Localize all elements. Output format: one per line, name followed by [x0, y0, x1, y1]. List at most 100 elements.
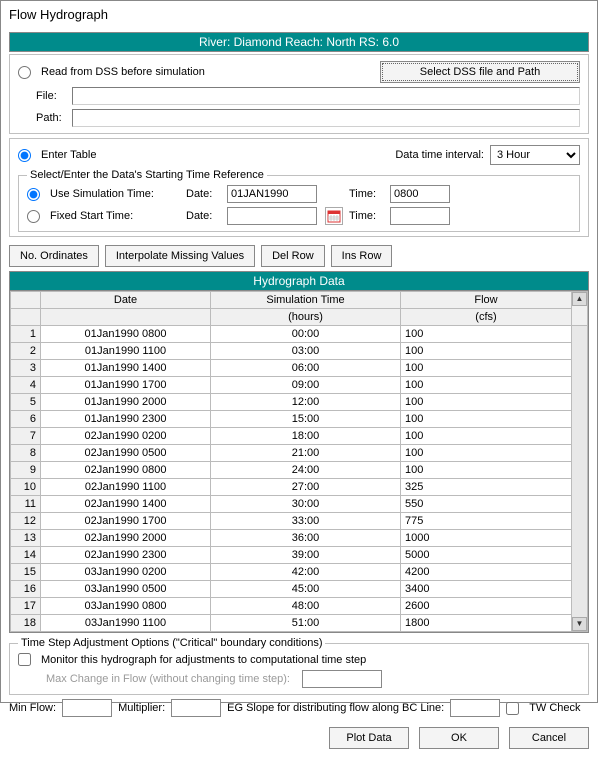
table-row[interactable]: 301Jan1990 140006:00100 [11, 360, 588, 377]
cell-date[interactable]: 02Jan1990 0800 [41, 462, 211, 479]
cell-flow[interactable]: 100 [401, 326, 572, 343]
table-row[interactable]: 1402Jan1990 230039:005000 [11, 547, 588, 564]
cell-flow[interactable]: 1800 [401, 615, 572, 632]
ins-row-button[interactable]: Ins Row [331, 245, 393, 267]
scroll-down-icon[interactable]: ▼ [572, 617, 587, 631]
cell-simtime[interactable]: 12:00 [211, 394, 401, 411]
cell-flow[interactable]: 3400 [401, 581, 572, 598]
table-row[interactable]: 601Jan1990 230015:00100 [11, 411, 588, 428]
cell-flow[interactable]: 325 [401, 479, 572, 496]
fixed-time-input[interactable] [390, 207, 450, 225]
cell-simtime[interactable]: 24:00 [211, 462, 401, 479]
cell-simtime[interactable]: 00:00 [211, 326, 401, 343]
cell-flow[interactable]: 100 [401, 445, 572, 462]
fixed-date-input[interactable] [227, 207, 317, 225]
cell-flow[interactable]: 775 [401, 513, 572, 530]
table-row[interactable]: 1603Jan1990 050045:003400 [11, 581, 588, 598]
cell-simtime[interactable]: 39:00 [211, 547, 401, 564]
cell-simtime[interactable]: 03:00 [211, 343, 401, 360]
cell-date[interactable]: 02Jan1990 1700 [41, 513, 211, 530]
read-dss-radio[interactable] [18, 66, 31, 79]
cell-date[interactable]: 02Jan1990 0500 [41, 445, 211, 462]
select-dss-button[interactable]: Select DSS file and Path [380, 61, 580, 83]
cell-simtime[interactable]: 33:00 [211, 513, 401, 530]
table-row[interactable]: 1202Jan1990 170033:00775 [11, 513, 588, 530]
file-input[interactable] [72, 87, 580, 105]
cell-flow[interactable]: 100 [401, 394, 572, 411]
table-row[interactable]: 1503Jan1990 020042:004200 [11, 564, 588, 581]
tw-check-checkbox[interactable] [506, 702, 519, 715]
cell-date[interactable]: 01Jan1990 1400 [41, 360, 211, 377]
cell-flow[interactable]: 100 [401, 377, 572, 394]
ok-button[interactable]: OK [419, 727, 499, 749]
cell-simtime[interactable]: 06:00 [211, 360, 401, 377]
cell-simtime[interactable]: 30:00 [211, 496, 401, 513]
table-row[interactable]: 1102Jan1990 140030:00550 [11, 496, 588, 513]
cell-flow[interactable]: 4200 [401, 564, 572, 581]
plot-data-button[interactable]: Plot Data [329, 727, 409, 749]
cell-date[interactable]: 03Jan1990 0800 [41, 598, 211, 615]
cell-flow[interactable]: 2600 [401, 598, 572, 615]
table-row[interactable]: 501Jan1990 200012:00100 [11, 394, 588, 411]
cell-date[interactable]: 01Jan1990 2000 [41, 394, 211, 411]
scrollbar-track[interactable]: ▼ [572, 326, 588, 632]
cancel-button[interactable]: Cancel [509, 727, 589, 749]
table-row[interactable]: 101Jan1990 080000:00100▼ [11, 326, 588, 343]
cell-date[interactable]: 01Jan1990 1100 [41, 343, 211, 360]
cell-date[interactable]: 01Jan1990 0800 [41, 326, 211, 343]
cell-flow[interactable]: 5000 [401, 547, 572, 564]
interval-select[interactable]: 3 Hour [490, 145, 580, 165]
row-number: 13 [11, 530, 41, 547]
cell-date[interactable]: 01Jan1990 1700 [41, 377, 211, 394]
use-sim-time-radio[interactable] [27, 188, 40, 201]
cell-date[interactable]: 02Jan1990 2300 [41, 547, 211, 564]
table-row[interactable]: 201Jan1990 110003:00100 [11, 343, 588, 360]
interpolate-button[interactable]: Interpolate Missing Values [105, 245, 255, 267]
fixed-start-radio[interactable] [27, 210, 40, 223]
cell-flow[interactable]: 100 [401, 360, 572, 377]
cell-flow[interactable]: 550 [401, 496, 572, 513]
path-input[interactable] [72, 109, 580, 127]
table-row[interactable]: 1002Jan1990 110027:00325 [11, 479, 588, 496]
cell-date[interactable]: 02Jan1990 1400 [41, 496, 211, 513]
table-row[interactable]: 702Jan1990 020018:00100 [11, 428, 588, 445]
monitor-checkbox[interactable] [18, 653, 31, 666]
cell-date[interactable]: 03Jan1990 1100 [41, 615, 211, 632]
table-row[interactable]: 902Jan1990 080024:00100 [11, 462, 588, 479]
cell-simtime[interactable]: 36:00 [211, 530, 401, 547]
scroll-up-icon[interactable]: ▲ [572, 292, 587, 306]
cell-date[interactable]: 03Jan1990 0200 [41, 564, 211, 581]
table-row[interactable]: 1803Jan1990 110051:001800 [11, 615, 588, 632]
del-row-button[interactable]: Del Row [261, 245, 325, 267]
cell-date[interactable]: 02Jan1990 1100 [41, 479, 211, 496]
cell-date[interactable]: 02Jan1990 2000 [41, 530, 211, 547]
cell-simtime[interactable]: 21:00 [211, 445, 401, 462]
cell-date[interactable]: 02Jan1990 0200 [41, 428, 211, 445]
table-row[interactable]: 1703Jan1990 080048:002600 [11, 598, 588, 615]
cell-simtime[interactable]: 15:00 [211, 411, 401, 428]
cell-simtime[interactable]: 45:00 [211, 581, 401, 598]
cell-simtime[interactable]: 27:00 [211, 479, 401, 496]
cell-flow[interactable]: 100 [401, 411, 572, 428]
cell-date[interactable]: 03Jan1990 0500 [41, 581, 211, 598]
table-row[interactable]: 802Jan1990 050021:00100 [11, 445, 588, 462]
table-row[interactable]: 401Jan1990 170009:00100 [11, 377, 588, 394]
eg-slope-input[interactable] [450, 699, 500, 717]
cell-simtime[interactable]: 42:00 [211, 564, 401, 581]
min-flow-input[interactable] [62, 699, 112, 717]
cell-simtime[interactable]: 09:00 [211, 377, 401, 394]
calendar-icon[interactable] [325, 207, 343, 225]
multiplier-input[interactable] [171, 699, 221, 717]
cell-simtime[interactable]: 48:00 [211, 598, 401, 615]
cell-date[interactable]: 01Jan1990 2300 [41, 411, 211, 428]
cell-simtime[interactable]: 51:00 [211, 615, 401, 632]
cell-flow[interactable]: 1000 [401, 530, 572, 547]
cell-simtime[interactable]: 18:00 [211, 428, 401, 445]
cell-flow[interactable]: 100 [401, 343, 572, 360]
cell-flow[interactable]: 100 [401, 462, 572, 479]
hydrograph-table[interactable]: Date Simulation Time Flow ▲ (hours) (cfs… [10, 291, 588, 632]
table-row[interactable]: 1302Jan1990 200036:001000 [11, 530, 588, 547]
enter-table-radio[interactable] [18, 149, 31, 162]
no-ordinates-button[interactable]: No. Ordinates [9, 245, 99, 267]
cell-flow[interactable]: 100 [401, 428, 572, 445]
